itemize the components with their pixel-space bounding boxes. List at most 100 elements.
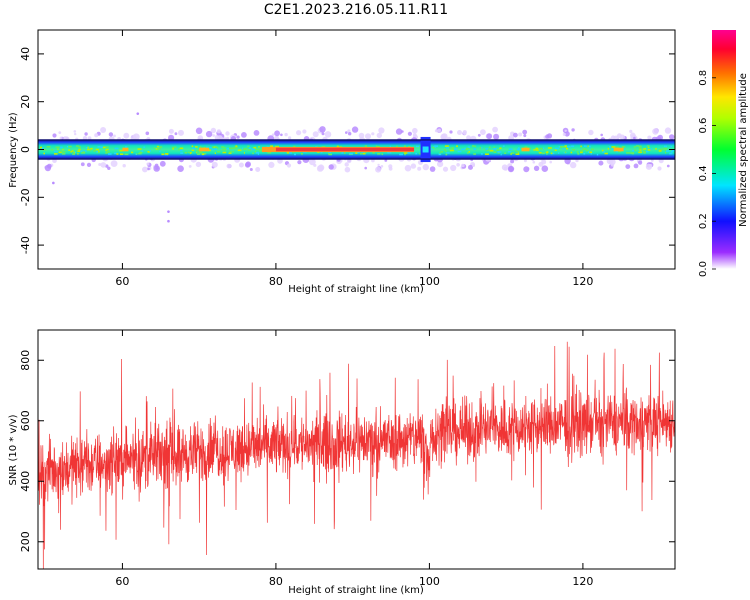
- x-tick-label: 120: [572, 575, 593, 588]
- heatmap-speckle: [55, 146, 60, 149]
- heatmap-speckle: [255, 152, 260, 154]
- heatmap-halo-blob: [564, 129, 567, 132]
- heatmap-outlier-point: [136, 112, 140, 115]
- heatmap-speckle: [632, 149, 635, 152]
- heatmap-speckle: [97, 150, 100, 153]
- heatmap-halo-blob: [347, 158, 352, 164]
- heatmap-speckle: [547, 147, 552, 149]
- heatmap-speckle: [533, 149, 536, 151]
- heatmap-speckle: [539, 147, 543, 150]
- heatmap-speckle: [270, 145, 274, 147]
- y-tick-label: 600: [19, 410, 32, 431]
- heatmap-speckle: [590, 152, 592, 155]
- heatmap-speckle: [415, 145, 419, 148]
- heatmap-speckle: [135, 153, 137, 155]
- heatmap-speckle: [664, 149, 667, 152]
- heatmap-speckle: [493, 148, 497, 150]
- heatmap-halo-blob: [212, 134, 216, 137]
- heatmap-speckle: [665, 151, 667, 154]
- heatmap-speckle: [554, 149, 557, 151]
- heatmap-halo-blob: [546, 133, 553, 139]
- heatmap-speckle: [206, 146, 209, 149]
- heatmap-speckle: [604, 152, 608, 155]
- heatmap-speckle: [286, 152, 290, 154]
- heatmap-speckle: [546, 151, 549, 153]
- snr-frame: [37, 329, 676, 570]
- heatmap-halo-blob: [610, 135, 616, 140]
- heatmap-speckle: [253, 146, 257, 149]
- colorbar-tick-label: 0.8: [698, 70, 709, 86]
- heatmap-speckle: [258, 146, 260, 148]
- heatmap-halo-blob: [588, 129, 594, 136]
- heatmap-speckle: [139, 151, 143, 154]
- heatmap-speckle: [157, 148, 161, 150]
- heatmap-speckle: [137, 148, 142, 150]
- heatmap-halo-blob: [86, 162, 92, 167]
- snr-plot-area: [38, 341, 675, 569]
- y-tick-label: 0: [19, 146, 32, 153]
- heatmap-speckle: [57, 148, 59, 151]
- heatmap-halo-blob: [598, 160, 604, 166]
- heatmap-speckle: [611, 146, 616, 148]
- heatmap-speckle: [582, 148, 585, 150]
- heatmap-halo-blob: [608, 158, 616, 166]
- heatmap-speckle: [212, 146, 214, 148]
- heatmap-halo-blob: [249, 168, 253, 171]
- heatmap-speckle: [66, 145, 70, 148]
- heatmap-speckle: [232, 147, 237, 149]
- y-tick-label: 40: [19, 47, 32, 61]
- heatmap-speckle: [248, 147, 251, 149]
- heatmap-speckle: [583, 145, 587, 147]
- heatmap-halo-blob: [132, 133, 140, 141]
- heatmap-speckle: [564, 145, 567, 147]
- heatmap-halo-blob: [371, 132, 375, 136]
- heatmap-speckle: [446, 147, 450, 149]
- heatmap-speckle: [208, 149, 211, 152]
- heatmap-halo-blob: [610, 163, 615, 167]
- heatmap-speckle: [90, 147, 93, 150]
- heatmap-speckle: [62, 148, 64, 151]
- heatmap-speckle: [165, 153, 169, 155]
- heatmap-speckle: [496, 149, 500, 151]
- heatmap-speckle: [60, 150, 63, 153]
- spectrogram-y-label: Frequency (Hz): [8, 112, 19, 188]
- heatmap-speckle: [616, 146, 619, 148]
- heatmap-speckle: [364, 145, 368, 147]
- heatmap-halo-blob: [188, 165, 192, 168]
- heatmap-speckle: [626, 152, 631, 154]
- heatmap-halo-blob: [380, 165, 384, 168]
- heatmap-speckle: [116, 153, 119, 155]
- heatmap-speckle: [500, 153, 502, 156]
- heatmap-speckle: [259, 149, 263, 152]
- heatmap-speckle: [71, 150, 74, 152]
- heatmap-speckle: [467, 146, 470, 148]
- heatmap-speckle: [217, 151, 221, 153]
- colorbar-tick-label: 0.4: [698, 165, 709, 181]
- heatmap-halo-blob: [324, 131, 332, 138]
- heatmap-halo-blob: [123, 132, 130, 139]
- heatmap-speckle: [438, 153, 442, 156]
- heatmap-halo-blob: [629, 129, 633, 133]
- heatmap-speckle: [224, 147, 226, 149]
- heatmap-speckle: [125, 146, 128, 148]
- heatmap-halo-blob: [177, 165, 184, 172]
- heatmap-halo-blob: [625, 164, 631, 170]
- heatmap-speckle: [141, 150, 144, 152]
- heatmap-halo-blob: [178, 129, 184, 136]
- heatmap-halo-blob: [434, 129, 439, 133]
- heatmap-speckle: [451, 147, 454, 150]
- heatmap-speckle: [40, 147, 44, 149]
- heatmap-speckle: [663, 147, 668, 150]
- heatmap-speckle: [136, 153, 138, 155]
- heatmap-speckle: [558, 146, 561, 148]
- heatmap-speckle: [251, 148, 255, 151]
- heatmap-halo-blob: [255, 167, 261, 172]
- heatmap-speckle: [328, 153, 332, 156]
- heatmap-halo-blob: [410, 163, 417, 169]
- heatmap-halo-blob: [142, 166, 148, 173]
- heatmap-speckle: [562, 147, 566, 150]
- heatmap-speckle: [294, 153, 296, 156]
- heatmap-orange-patch: [613, 147, 624, 152]
- heatmap-halo-blob: [523, 166, 530, 173]
- heatmap-speckle: [68, 149, 71, 151]
